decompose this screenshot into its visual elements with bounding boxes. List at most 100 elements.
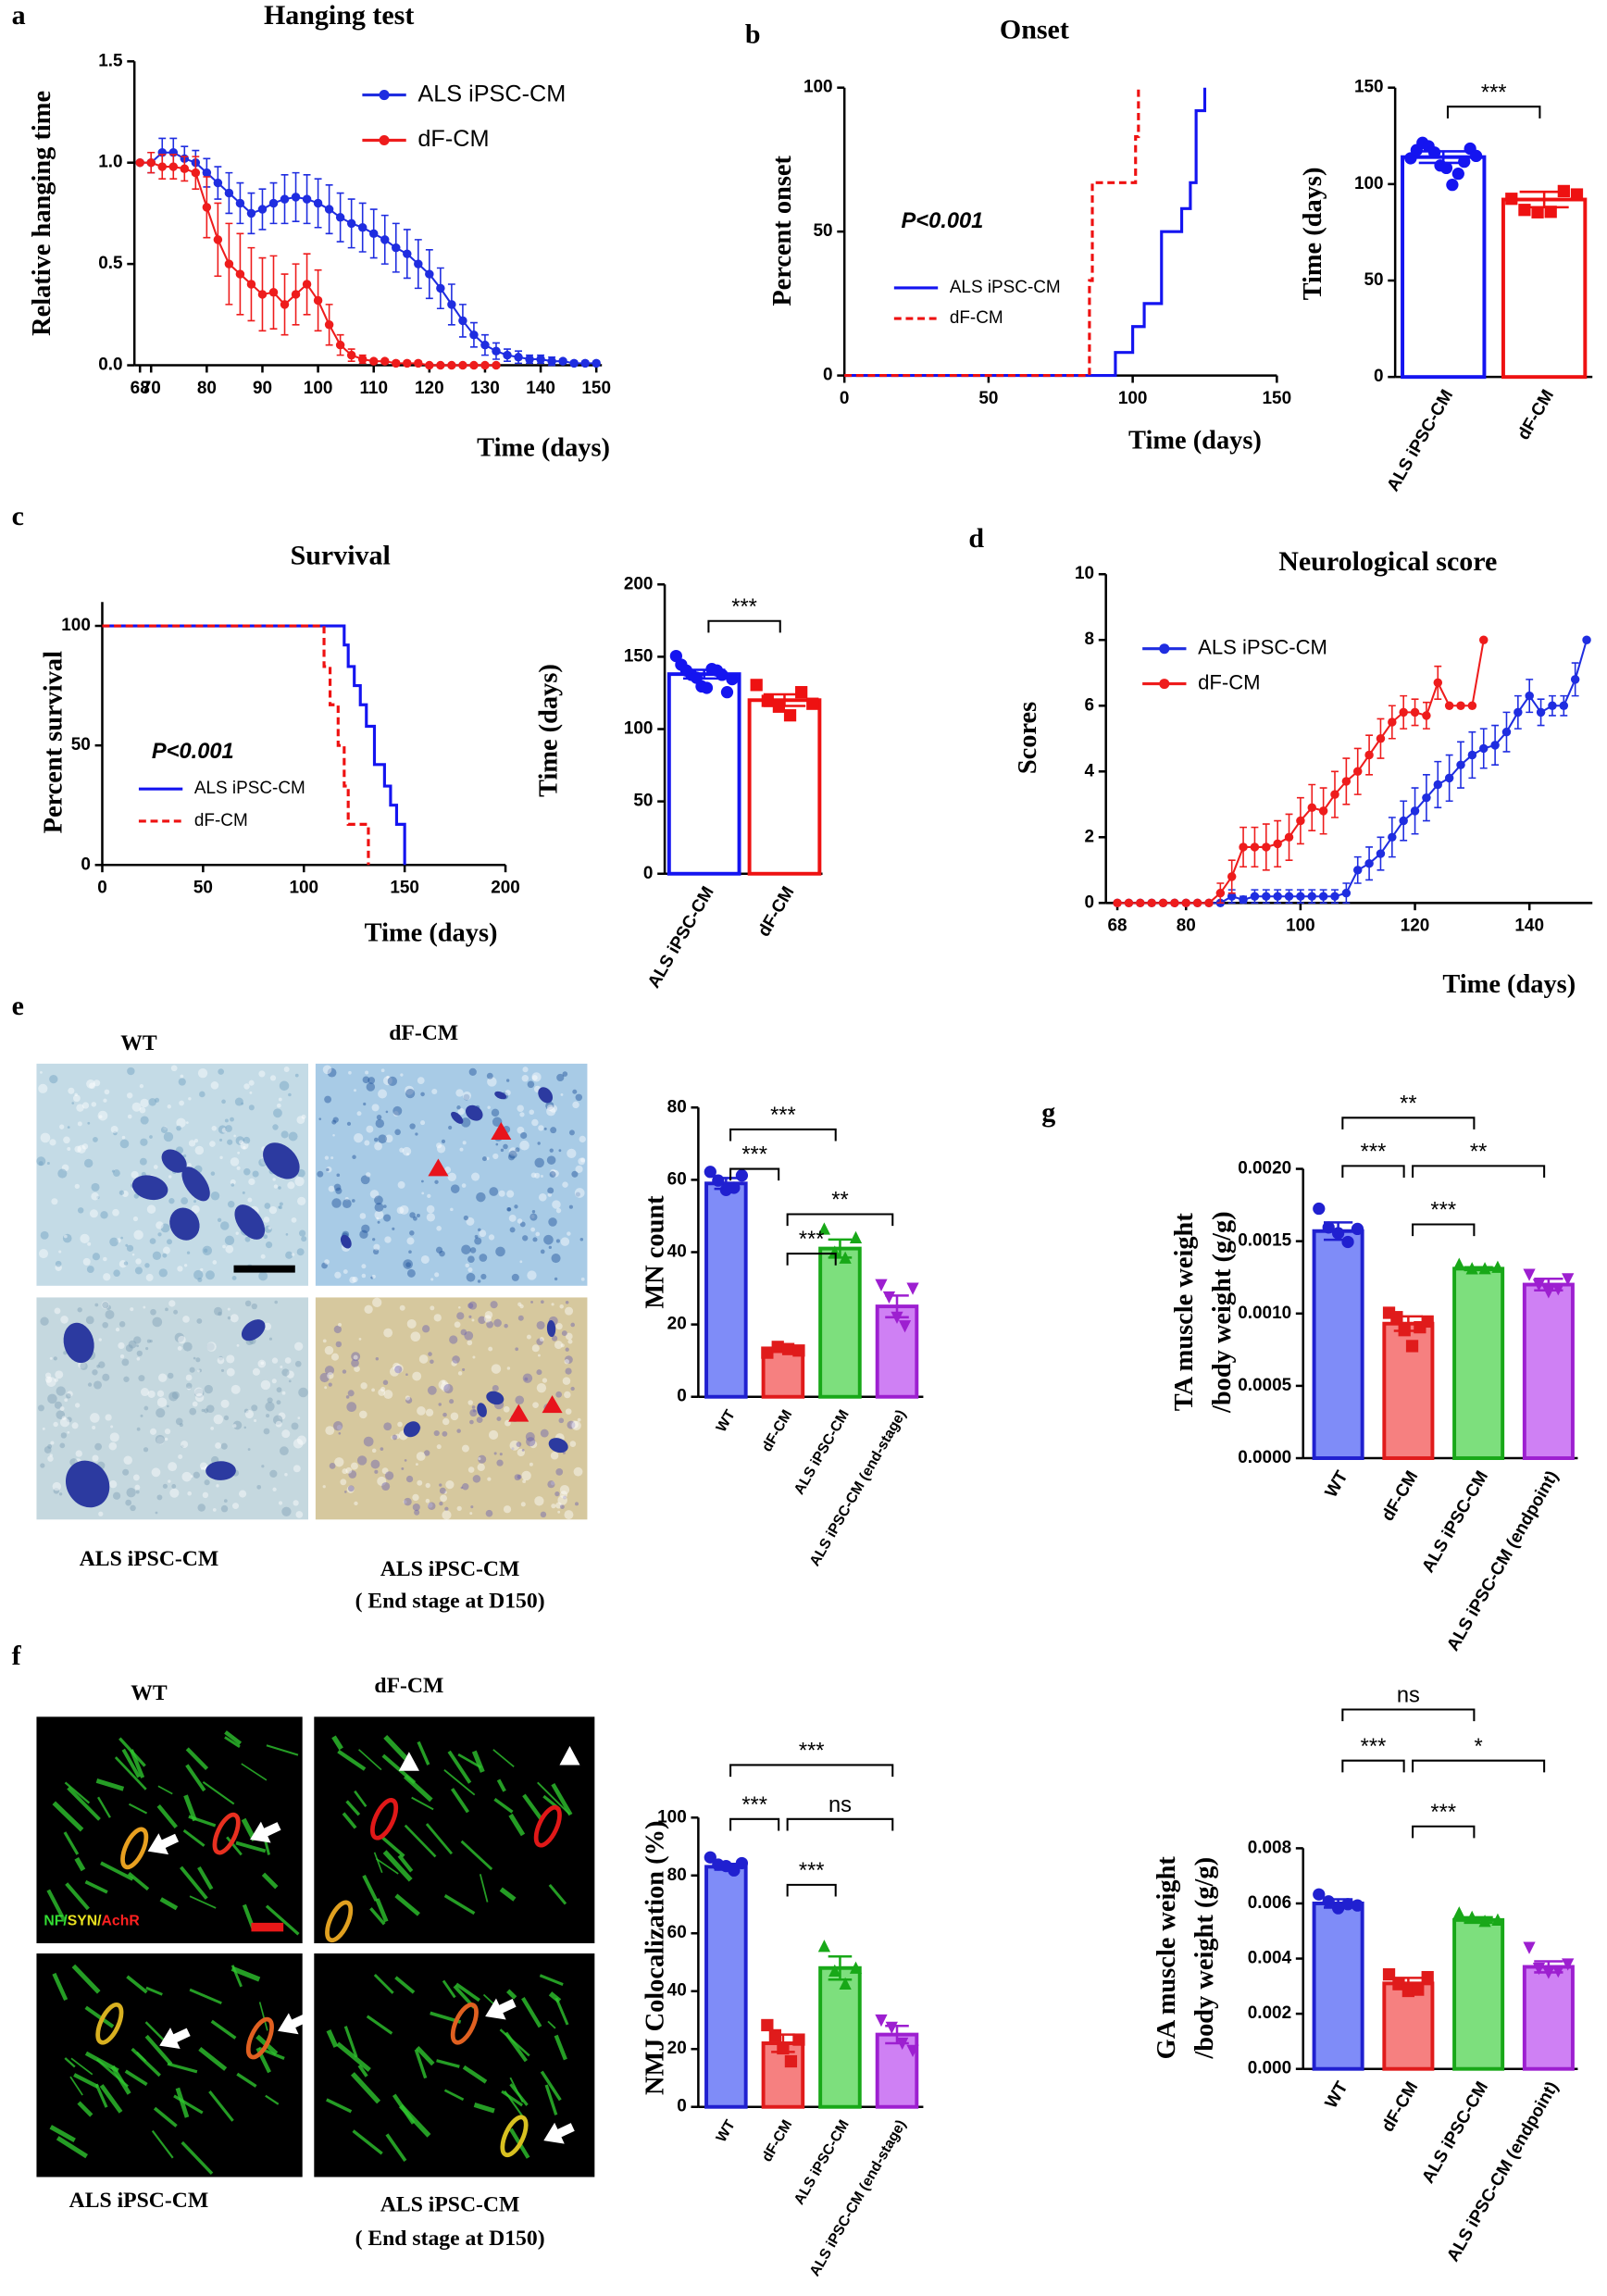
texture-speck [387,1076,398,1087]
y-tick-label: 50 [814,221,833,241]
data-point [849,1961,863,1974]
data-point [547,356,556,366]
data-point [480,340,490,350]
texture-speck [351,1199,355,1203]
panel-letter: e [12,991,24,1021]
texture-speck [167,1372,174,1379]
data-point [1376,734,1386,743]
y-axis-label: NMJ Colocalization (%) [642,1821,670,2095]
texture-speck [257,1359,267,1368]
data-point [1548,701,1557,710]
texture-speck [90,1413,100,1423]
texture-speck [221,1128,228,1133]
data-point [1390,1311,1403,1324]
data-point [1296,892,1305,901]
texture-speck [401,1466,405,1470]
texture-speck [202,1491,209,1499]
x-tick-label: 90 [253,379,272,398]
texture-speck [297,1416,301,1420]
data-point [1421,1315,1434,1329]
texture-speck [143,1405,149,1411]
texture-speck [126,1092,133,1099]
texture-speck [524,1377,529,1381]
texture-speck [392,1434,398,1441]
texture-speck [382,1204,387,1208]
texture-speck [210,1171,216,1176]
texture-speck [96,1364,100,1368]
texture-speck [248,1104,255,1111]
texture-speck [204,1408,209,1414]
stain-part: NF/ [44,1913,68,1928]
texture-speck [486,1156,490,1161]
texture-speck [168,1300,176,1307]
nerve-fiber [509,2077,524,2103]
bar [1382,1321,1435,1460]
texture-speck [578,1157,586,1166]
texture-speck [291,1253,295,1256]
panel-letter: g [1041,1097,1055,1128]
texture-speck [361,1273,367,1279]
data-point [1351,1222,1364,1236]
texture-speck [113,1130,118,1136]
texture-speck [278,1412,286,1420]
data-point [771,1341,784,1354]
texture-speck [385,1110,389,1114]
texture-speck [167,1104,171,1109]
data-point [792,2033,805,2046]
y-tick-label: 0.008 [1248,1838,1291,1857]
texture-speck [405,1085,415,1095]
data-point [1318,892,1328,901]
texture-speck [499,1453,503,1456]
texture-speck [547,1480,555,1489]
texture-speck [417,1077,425,1085]
texture-speck [133,1229,143,1241]
texture-speck [136,1344,139,1348]
texture-speck [343,1269,348,1275]
nerve-fiber [124,2069,148,2087]
texture-speck [187,1386,192,1391]
data-point [1465,1910,1478,1923]
texture-speck [472,1475,481,1483]
texture-speck [412,1503,420,1512]
data-point [392,243,401,253]
texture-speck [417,1479,423,1486]
texture-speck [538,1192,547,1202]
texture-speck [393,1364,404,1374]
texture-speck [210,1192,220,1201]
texture-speck [555,1239,560,1243]
data-point [1170,898,1179,908]
texture-speck [174,1332,185,1343]
data-point [761,694,774,707]
texture-speck [333,1325,343,1334]
data-point [436,360,445,370]
x-tick-label: 80 [197,379,217,398]
texture-speck [457,1371,463,1376]
texture-speck [77,1207,84,1214]
texture-speck [225,1125,232,1132]
data-point [180,164,190,174]
neuron [169,1207,200,1241]
significance-bracket [1341,1759,1405,1773]
texture-speck [487,1105,491,1109]
data-point [1239,842,1248,852]
texture-speck [487,1477,492,1481]
texture-speck [359,1229,368,1240]
texture-speck [557,1510,561,1514]
texture-speck [128,1340,137,1349]
texture-speck [49,1139,56,1146]
texture-speck [77,1121,82,1127]
texture-speck [508,1147,518,1156]
significance-bracket [1341,1117,1476,1129]
data-point [817,1222,831,1235]
significance-label: *** [799,1859,825,1883]
texture-speck [247,1448,251,1451]
data-point [1341,888,1352,898]
category-label: ALS iPSC-CM [1418,1467,1492,1576]
data-point [1322,1221,1335,1234]
texture-speck [178,1335,186,1344]
texture-speck [470,1505,474,1509]
texture-speck [531,1210,536,1214]
texture-speck [539,1337,544,1342]
nerve-fiber [383,1734,409,1762]
texture-speck [298,1229,306,1237]
